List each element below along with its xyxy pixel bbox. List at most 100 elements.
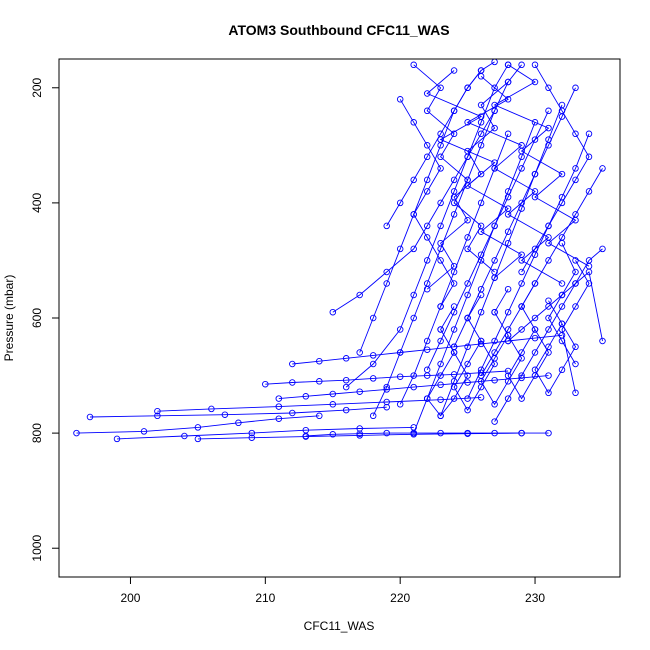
data-point bbox=[572, 389, 579, 397]
data-point bbox=[518, 147, 525, 155]
data-point bbox=[504, 61, 512, 69]
data-point bbox=[558, 199, 566, 207]
data-point bbox=[423, 153, 431, 161]
data-point bbox=[437, 337, 444, 345]
data-point bbox=[531, 349, 539, 356]
data-point bbox=[558, 170, 566, 178]
data-point bbox=[437, 257, 444, 264]
data-point bbox=[585, 153, 593, 161]
data-point bbox=[437, 360, 444, 368]
data-point bbox=[356, 430, 363, 437]
series-1 bbox=[73, 412, 323, 437]
data-point bbox=[464, 406, 471, 414]
x-tick-label: 230 bbox=[525, 591, 545, 605]
data-point bbox=[342, 383, 350, 391]
data-point bbox=[450, 67, 458, 74]
data-point bbox=[464, 360, 471, 368]
data-point bbox=[316, 412, 323, 420]
data-point bbox=[531, 245, 539, 253]
data-point bbox=[437, 153, 444, 161]
data-point bbox=[423, 107, 431, 115]
data-point bbox=[572, 280, 579, 287]
data-point bbox=[275, 415, 283, 422]
data-point bbox=[383, 280, 390, 287]
data-point bbox=[423, 395, 431, 402]
series-26 bbox=[423, 67, 525, 281]
series-line bbox=[292, 334, 563, 365]
data-point bbox=[356, 388, 363, 395]
data-point bbox=[289, 409, 296, 417]
data-point bbox=[329, 401, 337, 408]
data-point bbox=[342, 355, 350, 362]
data-point bbox=[531, 280, 539, 287]
series-line bbox=[413, 122, 536, 434]
data-point bbox=[504, 372, 512, 379]
data-point bbox=[356, 349, 363, 356]
series-line bbox=[305, 432, 549, 437]
data-point bbox=[545, 107, 552, 115]
data-point bbox=[450, 176, 458, 184]
data-point bbox=[491, 401, 498, 408]
data-point bbox=[275, 403, 283, 410]
data-point bbox=[477, 73, 485, 80]
series-line bbox=[453, 294, 496, 411]
data-point bbox=[342, 406, 350, 414]
data-point bbox=[396, 96, 404, 103]
data-point bbox=[572, 268, 579, 276]
data-point bbox=[518, 349, 525, 356]
series-7 bbox=[275, 372, 552, 402]
x-tick-label: 220 bbox=[390, 591, 410, 605]
x-tick-label: 200 bbox=[120, 591, 140, 605]
series-line bbox=[561, 260, 590, 393]
series-line bbox=[89, 406, 387, 418]
y-tick-label: 800 bbox=[30, 423, 44, 443]
chart-title: ATOM3 Southbound CFC11_WAS bbox=[228, 22, 449, 38]
data-point bbox=[437, 199, 444, 207]
data-point bbox=[477, 394, 485, 401]
data-point bbox=[477, 337, 485, 345]
data-point bbox=[410, 314, 417, 322]
series-line bbox=[426, 306, 469, 417]
data-point bbox=[275, 395, 283, 402]
data-point bbox=[464, 379, 471, 386]
data-point bbox=[316, 378, 323, 385]
series-29 bbox=[518, 61, 593, 276]
series-33 bbox=[477, 285, 525, 408]
data-point bbox=[558, 366, 566, 374]
data-point bbox=[437, 84, 444, 92]
series-31 bbox=[423, 303, 471, 420]
series-line bbox=[493, 64, 590, 267]
data-point bbox=[477, 130, 485, 138]
data-point bbox=[491, 124, 498, 132]
data-point bbox=[410, 291, 417, 299]
data-point bbox=[477, 142, 485, 149]
data-point bbox=[572, 257, 579, 264]
y-tick-label: 200 bbox=[30, 77, 44, 97]
data-point bbox=[437, 165, 444, 172]
data-point bbox=[248, 429, 256, 437]
data-point bbox=[585, 130, 593, 138]
data-point bbox=[504, 395, 512, 402]
data-point bbox=[383, 383, 390, 391]
data-point bbox=[531, 193, 539, 201]
data-point bbox=[450, 211, 458, 218]
data-point bbox=[464, 182, 471, 189]
data-point bbox=[477, 308, 485, 316]
data-point bbox=[248, 434, 256, 441]
data-point bbox=[208, 405, 215, 413]
data-point bbox=[491, 222, 498, 230]
data-point bbox=[396, 401, 404, 408]
data-point bbox=[491, 418, 498, 425]
series-20 bbox=[464, 130, 593, 402]
series-line bbox=[453, 87, 576, 347]
series-37 bbox=[558, 257, 593, 397]
data-point bbox=[423, 176, 431, 184]
data-point bbox=[464, 119, 471, 126]
data-point bbox=[585, 188, 593, 195]
series-line bbox=[399, 99, 455, 307]
data-point bbox=[572, 343, 579, 351]
series-line bbox=[157, 396, 482, 412]
data-point bbox=[545, 343, 552, 351]
data-point bbox=[558, 326, 566, 333]
data-point bbox=[437, 429, 444, 437]
